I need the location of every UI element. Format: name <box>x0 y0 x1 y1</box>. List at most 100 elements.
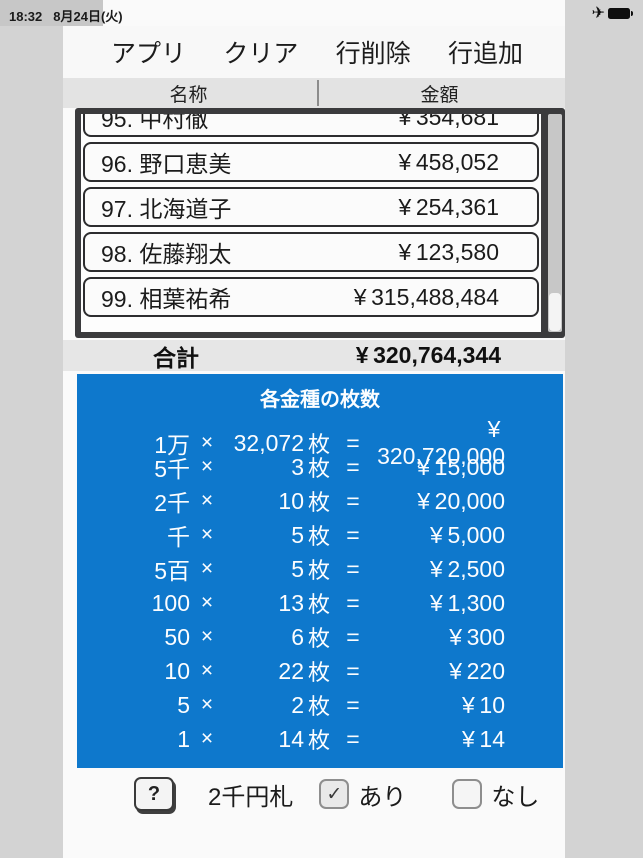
entry-name[interactable]: 95. 中村徹 <box>101 114 209 132</box>
app-content: アプリ クリア 行削除 行追加 名称 金額 95. 中村徹 ¥ 354,681 … <box>63 26 565 858</box>
footer-bar: ? 2千円札 ✓ あり なし <box>63 774 565 814</box>
denom-amount: ¥ 14 <box>462 725 505 752</box>
total-row: 合計 ¥ 320,764,344 <box>63 340 565 371</box>
table-row[interactable]: 98. 佐藤翔太 ¥ 123,580 <box>83 232 539 272</box>
denomination-row: 100 × 13 枚 = ¥ 1,300 <box>77 586 563 620</box>
clear-button[interactable]: クリア <box>223 34 298 70</box>
entry-amount[interactable]: ¥ 123,580 <box>398 238 499 265</box>
multiply-sign: × <box>200 659 214 682</box>
denom-count: 5 <box>291 521 304 548</box>
denom-count: 22 <box>278 657 304 684</box>
denom-amount: ¥ 2,500 <box>430 555 505 582</box>
add-row-button[interactable]: 行追加 <box>448 34 523 70</box>
delete-row-button[interactable]: 行削除 <box>336 34 411 70</box>
denom-value: 1 <box>177 725 190 752</box>
multiply-sign: × <box>200 523 214 546</box>
unit-suffix: 枚 <box>308 626 331 651</box>
amount-column-header: 金額 <box>420 84 459 106</box>
name-column-header: 名称 <box>169 84 208 106</box>
denom-value: 50 <box>164 623 190 650</box>
denom-amount: ¥ 5,000 <box>430 521 505 548</box>
unit-suffix: 枚 <box>308 524 331 549</box>
denom-amount: ¥ 320,720,000 <box>377 416 505 469</box>
denomination-row: 10 × 22 枚 = ¥ 220 <box>77 654 563 688</box>
equals-sign: = <box>346 453 360 480</box>
denom-amount: ¥ 300 <box>449 623 505 650</box>
entry-amount[interactable]: ¥ 254,361 <box>398 193 499 220</box>
entry-amount[interactable]: ¥ 354,681 <box>398 114 499 130</box>
equals-sign: = <box>346 429 360 456</box>
equals-sign: = <box>346 589 360 616</box>
denom-count: 5 <box>291 555 304 582</box>
entry-name[interactable]: 96. 野口恵美 <box>101 151 232 177</box>
denom-count: 3 <box>291 453 304 480</box>
denom-value: 5千 <box>154 456 190 482</box>
unit-suffix: 枚 <box>308 660 331 685</box>
denom-value: 100 <box>151 589 190 616</box>
check-icon: ✓ <box>326 783 343 805</box>
multiply-sign: × <box>200 591 214 614</box>
denom-count: 32,072 <box>233 429 304 456</box>
equals-sign: = <box>346 691 360 718</box>
status-bar: 18:32 8月24日(火) <box>9 6 123 25</box>
denom-value: 10 <box>164 657 190 684</box>
denom-value: 5百 <box>154 558 190 584</box>
denomination-panel: 各金種の枚数 1万 × 32,072 枚 = ¥ 320,720,000 5千 … <box>77 374 563 768</box>
status-time: 18:32 <box>9 9 43 24</box>
equals-sign: = <box>346 487 360 514</box>
total-label: 合計 <box>152 344 199 371</box>
unit-suffix: 枚 <box>308 456 331 481</box>
entry-name[interactable]: 97. 北海道子 <box>101 196 232 222</box>
column-header: 名称 金額 <box>63 78 565 108</box>
airplane-mode-icon: ✈ <box>591 5 605 22</box>
equals-sign: = <box>346 521 360 548</box>
checkbox-no[interactable] <box>452 779 483 809</box>
table-row[interactable]: 95. 中村徹 ¥ 354,681 <box>83 114 539 137</box>
entry-amount[interactable]: ¥ 315,488,484 <box>353 283 499 310</box>
denomination-row: 5千 × 3 枚 = ¥ 15,000 <box>77 450 563 484</box>
multiply-sign: × <box>200 431 214 454</box>
denom-amount: ¥ 220 <box>449 657 505 684</box>
unit-suffix: 枚 <box>308 490 331 515</box>
table-row[interactable]: 96. 野口恵美 ¥ 458,052 <box>83 142 539 182</box>
unit-suffix: 枚 <box>308 558 331 583</box>
denomination-row: 1 × 14 枚 = ¥ 14 <box>77 722 563 756</box>
denomination-row: 2千 × 10 枚 = ¥ 20,000 <box>77 484 563 518</box>
denom-amount: ¥ 20,000 <box>417 487 505 514</box>
denom-count: 6 <box>291 623 304 650</box>
scrollbar-track[interactable] <box>548 114 562 332</box>
left-letterbox-margin <box>0 0 63 858</box>
right-letterbox-margin <box>565 0 643 858</box>
unit-suffix: 枚 <box>308 694 331 719</box>
table-row[interactable]: 97. 北海道子 ¥ 254,361 <box>83 187 539 227</box>
equals-sign: = <box>346 657 360 684</box>
table-row[interactable]: 99. 相葉祐希 ¥ 315,488,484 <box>83 277 539 317</box>
entry-table: 95. 中村徹 ¥ 354,681 96. 野口恵美 ¥ 458,052 97.… <box>75 108 565 338</box>
equals-sign: = <box>346 555 360 582</box>
checkbox-yes-label[interactable]: あり <box>358 783 407 811</box>
denom-count: 14 <box>278 725 304 752</box>
denomination-row: 5 × 2 枚 = ¥ 10 <box>77 688 563 722</box>
equals-sign: = <box>346 725 360 752</box>
multiply-sign: × <box>200 693 214 716</box>
entry-table-viewport: 95. 中村徹 ¥ 354,681 96. 野口恵美 ¥ 458,052 97.… <box>81 114 541 332</box>
entry-name[interactable]: 99. 相葉祐希 <box>101 286 232 312</box>
help-button[interactable]: ? <box>134 777 174 811</box>
app-menu-button[interactable]: アプリ <box>111 34 186 70</box>
denom-value: 1万 <box>154 432 190 458</box>
multiply-sign: × <box>200 727 214 750</box>
denom-amount: ¥ 10 <box>462 691 505 718</box>
denom-count: 13 <box>278 589 304 616</box>
denom-value: 2千 <box>154 490 190 516</box>
denomination-panel-title: 各金種の枚数 <box>260 389 380 411</box>
entry-amount[interactable]: ¥ 458,052 <box>398 148 499 175</box>
entry-name[interactable]: 98. 佐藤翔太 <box>101 241 232 267</box>
denom-count: 2 <box>291 691 304 718</box>
toolbar: アプリ クリア 行削除 行追加 <box>63 26 565 78</box>
checkbox-no-label[interactable]: なし <box>491 783 540 811</box>
multiply-sign: × <box>200 625 214 648</box>
checkbox-yes[interactable]: ✓ <box>319 779 350 809</box>
scrollbar-thumb[interactable] <box>549 293 561 331</box>
unit-suffix: 枚 <box>308 432 331 457</box>
